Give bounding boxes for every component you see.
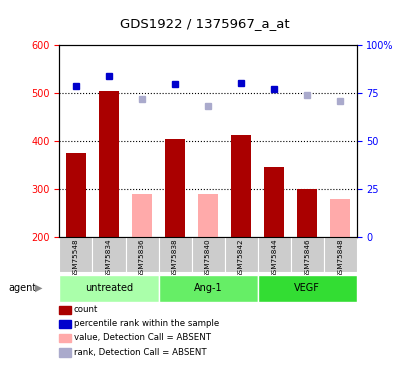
Text: count: count <box>74 305 98 314</box>
Bar <box>66 153 85 237</box>
Text: percentile rank within the sample: percentile rank within the sample <box>74 319 218 328</box>
Text: ▶: ▶ <box>35 283 42 293</box>
Text: GSM75846: GSM75846 <box>303 239 309 278</box>
Text: GDS1922 / 1375967_a_at: GDS1922 / 1375967_a_at <box>120 17 289 30</box>
Text: GSM75844: GSM75844 <box>270 239 276 278</box>
Bar <box>165 139 184 237</box>
Text: GSM75834: GSM75834 <box>106 239 112 278</box>
Bar <box>257 237 290 272</box>
Bar <box>191 237 224 272</box>
Bar <box>323 237 356 272</box>
Bar <box>224 237 257 272</box>
Bar <box>125 237 158 272</box>
Bar <box>330 199 349 237</box>
Text: GSM75840: GSM75840 <box>204 239 211 278</box>
Text: GSM75548: GSM75548 <box>73 239 79 278</box>
Text: Ang-1: Ang-1 <box>193 284 222 293</box>
Text: untreated: untreated <box>85 284 133 293</box>
Bar <box>297 189 316 237</box>
Bar <box>132 194 152 237</box>
Text: agent: agent <box>8 283 36 293</box>
Text: GSM75848: GSM75848 <box>336 239 342 278</box>
Bar <box>99 91 119 237</box>
Bar <box>158 237 191 272</box>
Text: value, Detection Call = ABSENT: value, Detection Call = ABSENT <box>74 333 210 342</box>
Bar <box>257 275 356 302</box>
Text: GSM75842: GSM75842 <box>238 239 243 278</box>
Bar <box>198 194 218 237</box>
Bar <box>92 237 125 272</box>
Bar <box>263 167 283 237</box>
Bar <box>158 275 257 302</box>
Bar <box>59 275 158 302</box>
Text: GSM75836: GSM75836 <box>139 239 145 278</box>
Text: rank, Detection Call = ABSENT: rank, Detection Call = ABSENT <box>74 348 206 357</box>
Bar <box>290 237 323 272</box>
Text: GSM75838: GSM75838 <box>172 239 178 278</box>
Bar <box>231 135 250 237</box>
Bar <box>59 237 92 272</box>
Text: VEGF: VEGF <box>294 284 319 293</box>
